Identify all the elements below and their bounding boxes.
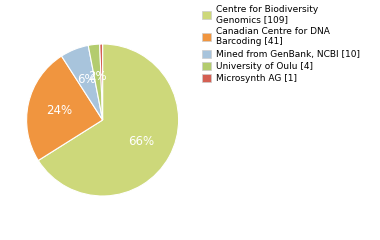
Wedge shape bbox=[88, 44, 103, 120]
Wedge shape bbox=[100, 44, 103, 120]
Text: 66%: 66% bbox=[128, 135, 154, 148]
Text: 24%: 24% bbox=[46, 104, 73, 117]
Wedge shape bbox=[62, 45, 103, 120]
Text: 2%: 2% bbox=[88, 70, 107, 83]
Legend: Centre for Biodiversity
Genomics [109], Canadian Centre for DNA
Barcoding [41], : Centre for Biodiversity Genomics [109], … bbox=[202, 5, 359, 83]
Wedge shape bbox=[27, 56, 103, 161]
Wedge shape bbox=[38, 44, 179, 196]
Text: 6%: 6% bbox=[77, 72, 95, 86]
